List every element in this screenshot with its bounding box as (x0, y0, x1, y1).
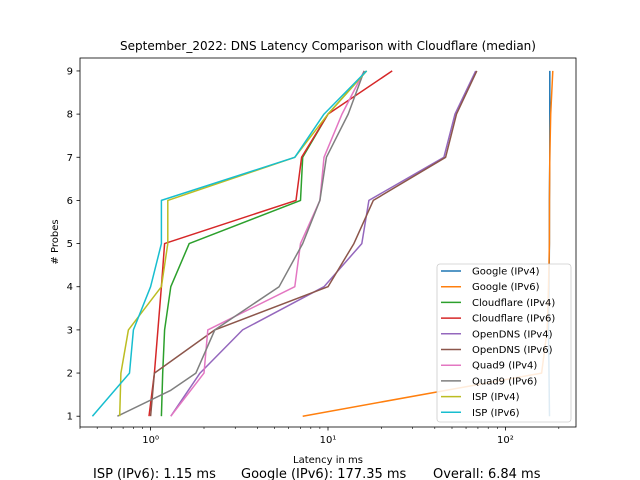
summary-google-ipv6: Google (IPv6): 177.35 ms (241, 467, 407, 480)
y-tick-label-4: 5 (67, 239, 73, 250)
series-line-9 (91, 70, 368, 417)
chart-title: September_2022: DNS Latency Comparison w… (120, 39, 536, 53)
y-tick-label-3: 4 (67, 282, 73, 293)
summary-overall: Overall: 6.84 ms (433, 467, 541, 480)
x-tick-label-1: 10¹ (320, 435, 337, 446)
y-tick-label-8: 9 (67, 66, 73, 77)
legend-label-2: Cloudflare (IPv4) (472, 298, 555, 309)
legend: Google (IPv4) Google (IPv6) Cloudflare (IP… (436, 263, 572, 423)
legend-label-6: Quad9 (IPv4) (472, 361, 537, 372)
y-axis-ticks: 1 2 3 4 5 6 7 8 9 (67, 66, 80, 423)
legend-label-8: ISP (IPv4) (472, 392, 520, 403)
y-tick-label-6: 7 (67, 153, 73, 164)
y-tick-label-1: 2 (67, 369, 73, 380)
legend-frame (436, 263, 572, 423)
x-tick-label-0: 10⁰ (142, 435, 159, 446)
y-tick-label-5: 6 (67, 196, 73, 207)
x-axis-ticks: 10⁰ 10¹ 10² (79, 427, 560, 446)
x-tick-label-2: 10² (497, 435, 514, 446)
series-line-3 (148, 70, 393, 417)
series-line-4 (170, 70, 477, 417)
legend-label-3: Cloudflare (IPv6) (472, 314, 555, 325)
series-line-8 (118, 70, 368, 417)
legend-label-0: Google (IPv4) (472, 267, 540, 278)
series-line-6 (170, 70, 365, 417)
legend-label-7: Quad9 (IPv6) (472, 376, 537, 387)
legend-label-1: Google (IPv6) (472, 282, 540, 293)
legend-label-9: ISP (IPv6) (472, 408, 520, 419)
summary-row: ISP (IPv6): 1.15 ms Google (IPv6): 177.3… (93, 467, 541, 480)
series-line-5 (149, 70, 478, 417)
legend-label-5: OpenDNS (IPv6) (472, 345, 553, 356)
y-tick-label-2: 3 (67, 325, 73, 336)
series-line-7 (117, 70, 365, 417)
summary-isp-ipv6: ISP (IPv6): 1.15 ms (93, 467, 216, 480)
legend-items: Google (IPv4) Google (IPv6) Cloudflare (IP… (441, 267, 555, 419)
y-tick-label-7: 8 (67, 110, 73, 121)
legend-label-4: OpenDNS (IPv4) (472, 329, 553, 340)
y-axis-label: # Probes (50, 219, 61, 264)
x-axis-label: Latency in ms (293, 455, 363, 466)
y-tick-label-0: 1 (67, 412, 73, 423)
